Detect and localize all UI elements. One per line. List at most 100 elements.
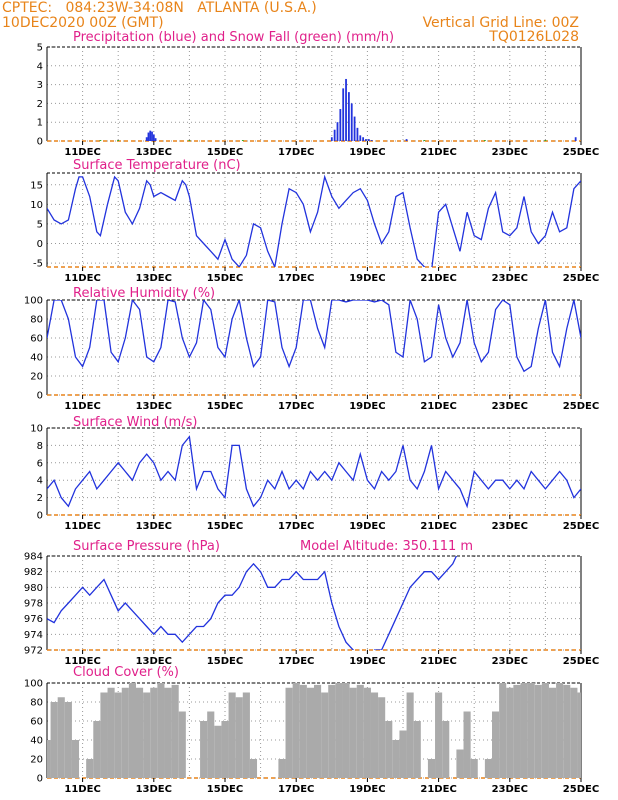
y-tick-label: 20 bbox=[30, 755, 43, 766]
x-tick-label: 23DEC bbox=[492, 521, 528, 532]
x-tick-label: 13DEC bbox=[136, 401, 172, 412]
precip-bar bbox=[574, 137, 577, 141]
y-tick-label: 0 bbox=[37, 511, 43, 522]
x-tick-label: 23DEC bbox=[492, 273, 528, 284]
y-tick-label: 972 bbox=[24, 646, 43, 657]
x-tick-label: 17DEC bbox=[278, 273, 314, 284]
cloud-bar bbox=[527, 683, 535, 778]
panel-3: 0 2 4 6 8 10 11DEC 13DEC 15DEC 17DEC 19DEC 21DEC 23D… bbox=[30, 415, 599, 532]
precip-bar bbox=[151, 131, 153, 141]
cloud-bar bbox=[249, 759, 258, 778]
cloud-bar bbox=[520, 683, 528, 778]
y-tick-label: 40 bbox=[30, 736, 43, 747]
cloud-bar bbox=[463, 711, 471, 778]
cloud-bar bbox=[100, 692, 108, 778]
y-tick-label: 100 bbox=[24, 679, 43, 690]
x-tick-label: 15DEC bbox=[207, 656, 243, 667]
y-tick-label: 60 bbox=[30, 334, 43, 345]
precip-bar bbox=[345, 78, 347, 141]
cloud-bar bbox=[541, 683, 549, 778]
x-tick-label: 21DEC bbox=[420, 656, 456, 667]
cloud-bar bbox=[171, 684, 179, 778]
cloud-bar bbox=[484, 759, 492, 778]
precip-bar bbox=[365, 139, 367, 141]
precip-bar bbox=[152, 134, 155, 141]
x-tick-label: 11DEC bbox=[64, 147, 100, 158]
cloud-bar bbox=[442, 721, 450, 778]
y-tick-label: 8 bbox=[37, 441, 43, 452]
x-tick-label: 25DEC bbox=[563, 401, 599, 412]
cloud-bar bbox=[200, 721, 208, 778]
y-tick-label: 2 bbox=[37, 493, 43, 504]
precip-bar bbox=[145, 137, 148, 141]
panel-title: Relative Humidity (%) bbox=[73, 286, 215, 301]
x-tick-label: 23DEC bbox=[492, 147, 528, 158]
cloud-bar bbox=[150, 687, 158, 778]
y-tick-label: 1 bbox=[37, 118, 43, 129]
cloud-bar bbox=[435, 692, 443, 778]
x-tick-label: 17DEC bbox=[278, 147, 314, 158]
cloud-bar bbox=[285, 687, 293, 778]
panel-title: Surface Pressure (hPa) bbox=[73, 539, 220, 554]
x-tick-label: 17DEC bbox=[278, 521, 314, 532]
y-tick-label: 100 bbox=[24, 296, 43, 307]
x-tick-label: 17DEC bbox=[278, 784, 314, 795]
precip-bar bbox=[483, 140, 486, 141]
x-tick-label: 19DEC bbox=[349, 521, 385, 532]
x-tick-label: 21DEC bbox=[420, 273, 456, 284]
precip-bar bbox=[154, 138, 157, 141]
y-tick-label: 0 bbox=[37, 137, 43, 148]
header-model-id: TQ0126L028 bbox=[488, 29, 579, 45]
precip-bar bbox=[339, 109, 342, 141]
cloud-bar bbox=[328, 684, 336, 778]
x-tick-label: 11DEC bbox=[64, 273, 100, 284]
series-line bbox=[47, 435, 581, 509]
x-tick-label: 13DEC bbox=[136, 784, 172, 795]
x-tick-label: 25DEC bbox=[563, 273, 599, 284]
y-tick-label: 0 bbox=[37, 391, 43, 402]
cloud-bar bbox=[235, 697, 243, 778]
cloud-bar bbox=[306, 687, 314, 778]
y-tick-label: 0 bbox=[37, 774, 43, 785]
precip-bar bbox=[147, 132, 150, 141]
x-tick-label: 23DEC bbox=[492, 784, 528, 795]
x-tick-label: 17DEC bbox=[278, 401, 314, 412]
cloud-bar bbox=[214, 725, 222, 778]
cloud-bar bbox=[534, 684, 542, 778]
precip-bar bbox=[370, 140, 373, 141]
x-tick-label: 21DEC bbox=[420, 401, 456, 412]
header-grid-note: Vertical Grid Line: 00Z bbox=[423, 15, 579, 31]
precip-bar bbox=[333, 129, 336, 141]
cloud-bar bbox=[406, 692, 414, 778]
cloud-bar bbox=[86, 759, 94, 778]
series-line bbox=[47, 300, 581, 373]
y-tick-label: 978 bbox=[24, 599, 43, 610]
cloud-bar bbox=[299, 684, 307, 778]
precip-bar bbox=[99, 140, 102, 141]
y-tick-label: 40 bbox=[30, 353, 43, 364]
y-tick-label: 982 bbox=[24, 567, 43, 578]
cloud-bar bbox=[314, 684, 322, 778]
cloud-bar bbox=[570, 687, 578, 778]
x-tick-label: 21DEC bbox=[420, 784, 456, 795]
precip-bar bbox=[342, 88, 345, 141]
cloud-bar bbox=[563, 684, 571, 778]
x-tick-label: 21DEC bbox=[420, 147, 456, 158]
cloud-bar bbox=[413, 721, 421, 778]
y-tick-label: 10 bbox=[30, 424, 43, 435]
precip-bar bbox=[353, 116, 356, 141]
x-tick-label: 25DEC bbox=[563, 656, 599, 667]
cloud-bar bbox=[128, 683, 136, 778]
x-tick-label: 15DEC bbox=[207, 401, 243, 412]
cloud-bar bbox=[57, 697, 65, 778]
cloud-bar bbox=[556, 683, 564, 778]
x-tick-label: 13DEC bbox=[136, 273, 172, 284]
x-tick-label: 19DEC bbox=[349, 147, 385, 158]
y-tick-label: -5 bbox=[33, 259, 43, 270]
x-tick-label: 11DEC bbox=[64, 656, 100, 667]
cloud-bar bbox=[321, 692, 329, 778]
y-tick-label: 60 bbox=[30, 717, 43, 728]
precip-bar bbox=[367, 139, 370, 141]
series-line bbox=[47, 174, 581, 267]
x-tick-label: 11DEC bbox=[64, 784, 100, 795]
